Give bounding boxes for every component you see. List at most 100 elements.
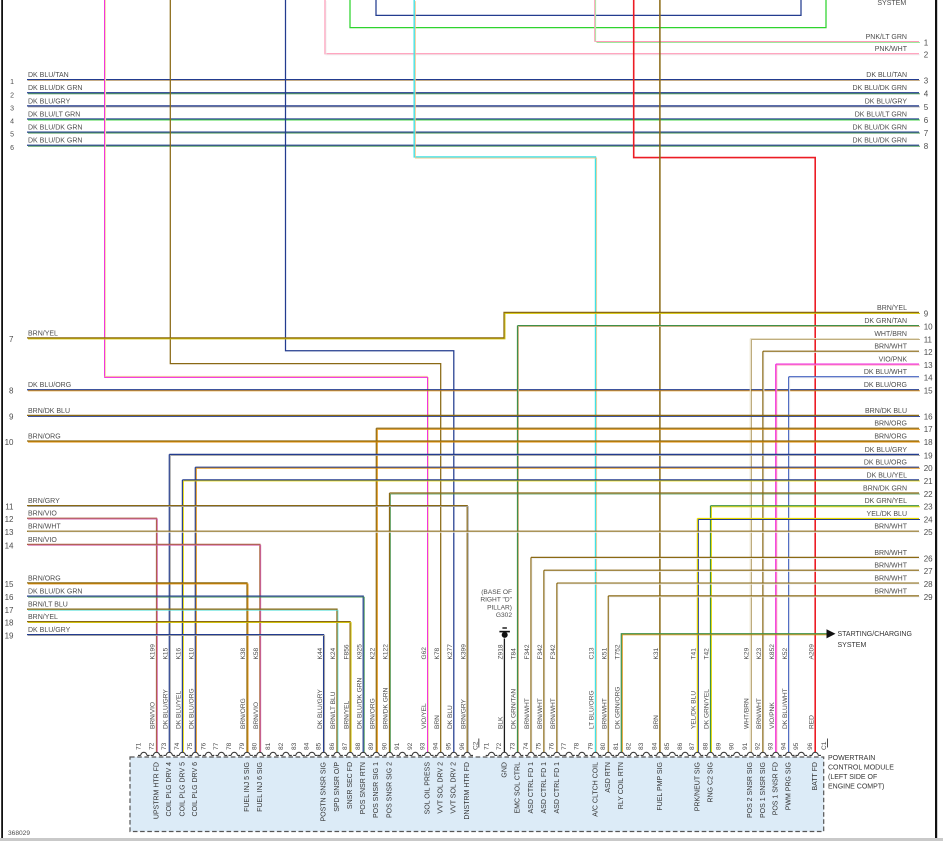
svg-text:BRN/YEL: BRN/YEL	[28, 330, 58, 337]
svg-text:WHT/BRN: WHT/BRN	[744, 698, 751, 729]
svg-text:24: 24	[924, 515, 933, 524]
svg-text:9: 9	[924, 309, 929, 318]
svg-text:81: 81	[613, 742, 620, 750]
svg-text:DK BLU/DK GRN: DK BLU/DK GRN	[853, 138, 907, 145]
svg-text:GND: GND	[501, 762, 508, 778]
svg-text:23: 23	[924, 503, 933, 512]
svg-text:SNSR SEC FD: SNSR SEC FD	[347, 762, 354, 809]
svg-text:10: 10	[924, 323, 933, 332]
svg-text:ASD RTN: ASD RTN	[605, 762, 612, 793]
svg-text:7: 7	[9, 335, 14, 344]
svg-text:19: 19	[924, 451, 933, 460]
svg-text:K15: K15	[163, 647, 170, 659]
svg-text:SYSTEM: SYSTEM	[877, 0, 906, 7]
svg-text:T41: T41	[691, 648, 698, 660]
svg-text:POS 1 SNSR SIG: POS 1 SNSR SIG	[760, 762, 767, 818]
svg-text:82: 82	[625, 742, 632, 750]
svg-text:BRN/WHT: BRN/WHT	[550, 698, 557, 729]
svg-text:13: 13	[5, 528, 14, 537]
svg-text:BRN/DK GRN: BRN/DK GRN	[863, 485, 907, 492]
svg-text:16: 16	[5, 593, 14, 602]
svg-text:POS 1 SNSR FD: POS 1 SNSR FD	[773, 762, 780, 815]
svg-text:SOL OIL PRESS: SOL OIL PRESS	[425, 762, 432, 815]
svg-text:10: 10	[5, 438, 14, 447]
svg-text:4: 4	[10, 119, 14, 126]
svg-text:78: 78	[574, 742, 581, 750]
svg-text:11: 11	[5, 503, 14, 512]
svg-text:LT BLU/ORG: LT BLU/ORG	[589, 690, 596, 729]
svg-text:ASD CTRL FD 1: ASD CTRL FD 1	[554, 762, 561, 814]
svg-text:93: 93	[768, 742, 775, 750]
svg-text:VVT SOL DRV 2: VVT SOL DRV 2	[438, 762, 445, 814]
svg-text:BRN: BRN	[434, 715, 441, 729]
svg-text:RNG C2 SIG: RNG C2 SIG	[707, 762, 714, 802]
svg-text:BRN/GRY: BRN/GRY	[28, 498, 60, 505]
svg-text:DK BLU/ORG: DK BLU/ORG	[189, 688, 196, 729]
svg-text:BRN/WHT: BRN/WHT	[874, 550, 907, 557]
svg-text:8: 8	[924, 142, 929, 151]
svg-text:K16: K16	[176, 647, 183, 659]
svg-text:BATT FD: BATT FD	[812, 762, 819, 791]
svg-text:94: 94	[781, 742, 788, 750]
svg-text:DK GRN/YEL: DK GRN/YEL	[865, 498, 908, 505]
svg-text:21: 21	[924, 477, 933, 486]
svg-text:80: 80	[600, 742, 607, 750]
svg-text:91: 91	[394, 742, 401, 750]
svg-text:DK BLU/GRY: DK BLU/GRY	[865, 447, 908, 454]
svg-text:DK GRN/ORG: DK GRN/ORG	[615, 687, 622, 730]
svg-text:5: 5	[10, 132, 14, 139]
svg-text:18: 18	[924, 438, 933, 447]
svg-text:K58: K58	[253, 647, 260, 659]
svg-text:K22: K22	[370, 647, 377, 659]
svg-text:Z918: Z918	[498, 644, 505, 659]
svg-text:C2: C2	[472, 741, 479, 750]
svg-text:VIO/YEL: VIO/YEL	[421, 703, 428, 729]
svg-text:K31: K31	[653, 647, 660, 659]
svg-text:DK BLU/YEL: DK BLU/YEL	[867, 472, 908, 479]
svg-text:28: 28	[924, 580, 933, 589]
svg-text:K52: K52	[782, 647, 789, 659]
svg-text:CONTROL MODULE: CONTROL MODULE	[828, 765, 894, 772]
svg-text:83: 83	[638, 742, 645, 750]
svg-text:80: 80	[252, 742, 259, 750]
svg-text:F342: F342	[524, 644, 531, 659]
svg-text:92: 92	[755, 742, 762, 750]
svg-text:(BASE OF: (BASE OF	[481, 589, 512, 596]
svg-text:71: 71	[136, 742, 143, 750]
svg-text:14: 14	[5, 541, 14, 550]
svg-text:DK BLU/LT GRN: DK BLU/LT GRN	[28, 111, 80, 118]
svg-text:BRN/ORG: BRN/ORG	[874, 433, 907, 440]
svg-text:DK BLU/GRY: DK BLU/GRY	[28, 98, 71, 105]
svg-text:ASD CTRL FD 1: ASD CTRL FD 1	[528, 762, 535, 814]
svg-text:DK BLU/YEL: DK BLU/YEL	[176, 691, 183, 729]
svg-text:G62: G62	[421, 647, 428, 660]
svg-text:88: 88	[355, 742, 362, 750]
svg-text:T752: T752	[615, 644, 622, 659]
svg-text:POS SNSR SIG 1: POS SNSR SIG 1	[373, 762, 380, 818]
svg-text:K23: K23	[756, 647, 763, 659]
svg-text:73: 73	[161, 742, 168, 750]
svg-text:G302: G302	[496, 612, 512, 619]
svg-text:BRN/DK GRN: BRN/DK GRN	[383, 687, 390, 729]
svg-text:72: 72	[148, 742, 155, 750]
svg-text:BRN/ORG: BRN/ORG	[874, 421, 907, 428]
svg-text:RLY COIL RTN: RLY COIL RTN	[618, 762, 625, 809]
svg-text:89: 89	[716, 742, 723, 750]
svg-text:T42: T42	[704, 648, 711, 660]
svg-text:12: 12	[5, 515, 14, 524]
svg-text:DK BLU/DK GRN: DK BLU/DK GRN	[853, 85, 907, 92]
svg-text:SYSTEM: SYSTEM	[838, 642, 867, 649]
svg-text:K10: K10	[189, 647, 196, 659]
svg-text:BRN/YEL: BRN/YEL	[877, 305, 907, 312]
svg-text:K852: K852	[769, 644, 776, 660]
svg-text:DK BLU/GRY: DK BLU/GRY	[317, 689, 324, 729]
svg-text:74: 74	[174, 742, 181, 750]
svg-text:14: 14	[924, 374, 933, 383]
svg-text:79: 79	[239, 742, 246, 750]
svg-text:BRN: BRN	[653, 715, 660, 729]
svg-text:5: 5	[924, 103, 929, 112]
svg-text:DK BLU/ORG: DK BLU/ORG	[28, 382, 71, 389]
svg-text:84: 84	[304, 742, 311, 750]
svg-text:BRN/VIO: BRN/VIO	[28, 537, 57, 544]
svg-text:K122: K122	[383, 644, 390, 660]
